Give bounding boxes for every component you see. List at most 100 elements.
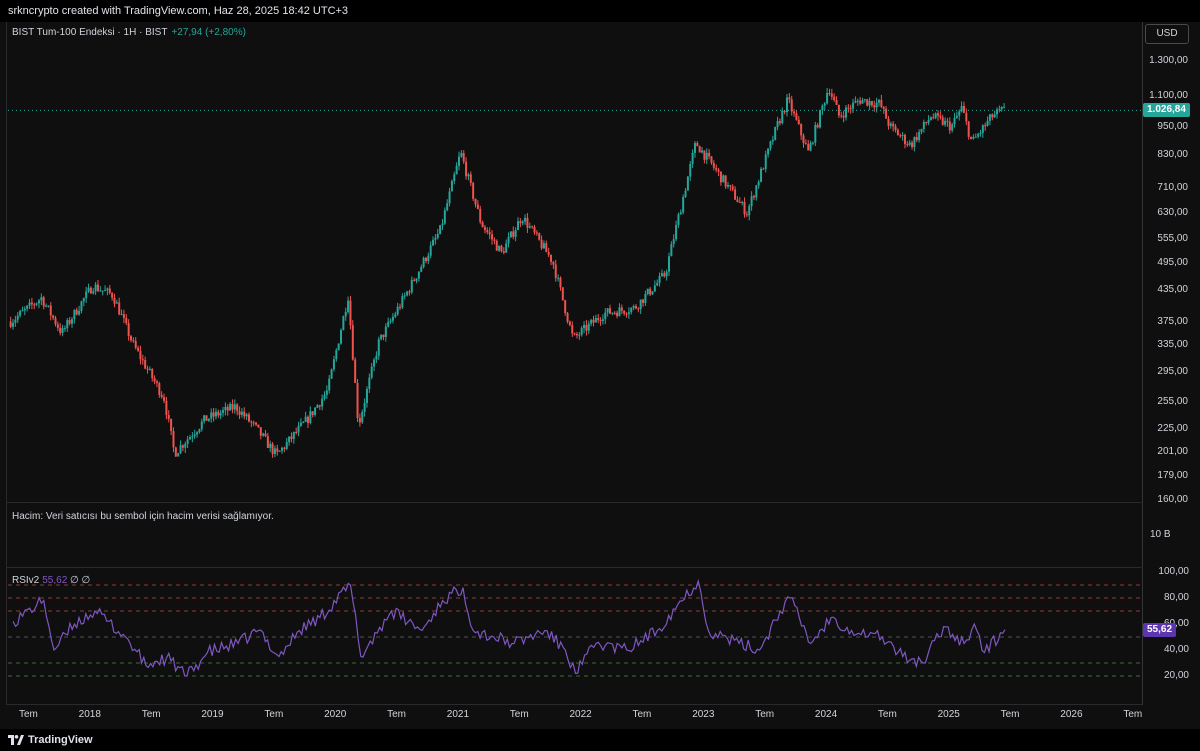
- candle-down: [752, 196, 755, 198]
- candle-up: [417, 271, 420, 279]
- candle-up: [450, 181, 453, 192]
- candle-up: [875, 102, 878, 108]
- candle-down: [828, 92, 831, 94]
- candle-up: [979, 132, 982, 135]
- candle-up: [191, 436, 194, 438]
- candle-up: [37, 300, 40, 304]
- candle-up: [71, 319, 74, 324]
- candle-down: [351, 325, 354, 360]
- candle-up: [814, 125, 817, 143]
- candle-up: [101, 290, 104, 292]
- candle-up: [769, 141, 772, 149]
- candle-up: [557, 277, 560, 279]
- candle-down: [866, 99, 869, 106]
- rsi-legend[interactable]: RSIv2 55,62 ∅ ∅: [12, 575, 90, 586]
- top-attribution-bar: srkncrypto created with TradingView.com,…: [0, 0, 1200, 22]
- candle-up: [986, 120, 989, 126]
- rsi-axis-tick: 100,00: [1158, 566, 1189, 577]
- candle-up: [321, 398, 324, 407]
- candle-down: [167, 414, 170, 419]
- rsi-name[interactable]: RSIv2: [12, 575, 40, 586]
- rsi-axis-tick: 80,00: [1163, 592, 1189, 603]
- candle-down: [137, 347, 140, 351]
- candle-down: [625, 313, 628, 315]
- candle-down: [903, 134, 906, 145]
- candle-down: [250, 421, 253, 423]
- candle-down: [259, 427, 262, 436]
- tradingview-logo-icon[interactable]: [8, 735, 24, 745]
- candle-up: [363, 403, 366, 412]
- time-axis[interactable]: Tem 2018 Tem 2019 Tem 2020 Tem 2021 Tem 2022 Tem 20…: [0, 705, 1143, 725]
- price-axis-tick: 710,00: [1157, 181, 1188, 193]
- candle-down: [984, 125, 987, 127]
- candle-up: [542, 243, 545, 249]
- candle-up: [115, 302, 118, 304]
- pane-separator-price-volume[interactable]: [6, 502, 1143, 503]
- currency-button[interactable]: USD: [1145, 24, 1189, 44]
- candle-up: [222, 410, 225, 413]
- candle-down: [217, 411, 220, 416]
- candle-down: [252, 422, 255, 424]
- candle-up: [453, 174, 456, 182]
- candle-up: [389, 320, 392, 322]
- symbol-legend[interactable]: BIST Tum-100 Endeksi · 1H · BIST +27,94 (…: [12, 27, 246, 38]
- candle-up: [104, 290, 107, 292]
- candle-up: [951, 124, 954, 131]
- pane-separator-volume-rsi[interactable]: [6, 567, 1143, 568]
- candle-down: [276, 448, 279, 452]
- candle-up: [92, 291, 95, 294]
- candle-up: [748, 206, 751, 216]
- price-axis[interactable]: 1.300,00 1.100,00 950,00 830,00 710,00 630,00…: [1143, 22, 1200, 705]
- time-axis-tick: Tem: [877, 709, 897, 720]
- candle-up: [578, 334, 581, 336]
- candle-up: [672, 239, 675, 244]
- candle-up: [514, 230, 517, 237]
- last-price-label: 1.026,84: [1143, 103, 1190, 118]
- candle-up: [391, 316, 394, 321]
- price-axis-tick: 950,00: [1157, 120, 1188, 132]
- footer-brand[interactable]: TradingView: [28, 734, 93, 746]
- candle-up: [974, 136, 977, 138]
- symbol-title[interactable]: BIST Tum-100 Endeksi · 1H · BIST: [12, 27, 168, 38]
- candle-up: [35, 303, 38, 305]
- candle-down: [554, 264, 557, 278]
- candle-down: [476, 204, 479, 209]
- candle-up: [210, 412, 213, 419]
- attribution-text: srkncrypto created with TradingView.com,…: [8, 5, 349, 17]
- time-axis-tick: Tem: [18, 709, 38, 720]
- candle-down: [247, 414, 250, 422]
- candle-up: [340, 330, 343, 344]
- candle-up: [601, 319, 604, 321]
- candle-up: [377, 339, 380, 356]
- candle-down: [30, 302, 33, 305]
- candle-up: [505, 243, 508, 253]
- candle-up: [467, 174, 470, 177]
- candle-up: [28, 302, 31, 306]
- candle-up: [705, 152, 708, 160]
- candle-up: [443, 210, 446, 224]
- candle-up: [420, 266, 423, 272]
- candle-down: [892, 123, 895, 127]
- candle-down: [849, 108, 852, 110]
- time-axis-tick: 2021: [446, 709, 470, 720]
- time-axis-tick: 2026: [1060, 709, 1083, 720]
- candle-down: [68, 320, 71, 324]
- candle-up: [509, 231, 512, 238]
- candle-up: [960, 105, 963, 112]
- candle-up: [375, 355, 378, 360]
- candle-up: [988, 114, 991, 121]
- candle-down: [620, 307, 623, 311]
- candle-down: [358, 417, 361, 423]
- candle-down: [970, 136, 973, 139]
- candle-up: [200, 421, 203, 430]
- candle-up: [47, 305, 50, 307]
- candle-up: [14, 319, 17, 323]
- candle-up: [373, 359, 376, 367]
- candle-down: [153, 378, 156, 382]
- volume-axis-tick: 10 B: [1150, 529, 1171, 540]
- candle-down: [160, 394, 163, 398]
- candle-up: [278, 450, 281, 452]
- time-axis-tick: Tem: [509, 709, 529, 720]
- candle-up: [583, 324, 586, 329]
